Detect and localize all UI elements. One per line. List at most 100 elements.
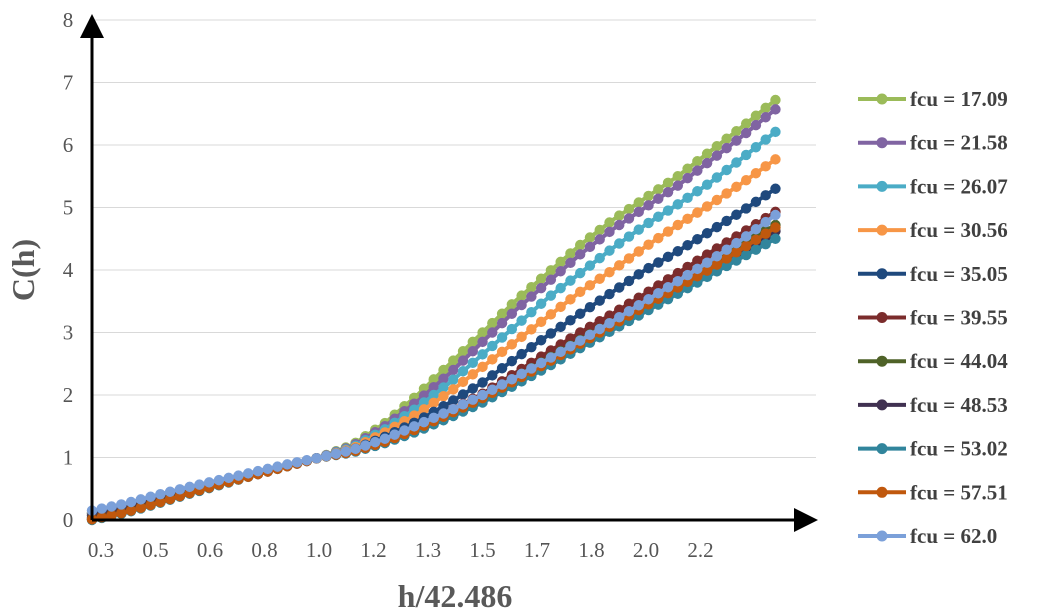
data-point <box>311 452 322 464</box>
data-point <box>731 255 742 266</box>
data-point <box>477 349 488 360</box>
data-point <box>174 484 186 495</box>
y-tick-label: 2 <box>63 383 74 407</box>
data-point <box>272 461 283 472</box>
legend-swatch-marker <box>876 137 888 149</box>
data-point <box>760 112 771 123</box>
data-point <box>701 249 713 260</box>
data-point <box>535 282 547 294</box>
data-point <box>467 369 478 380</box>
data-point <box>721 164 732 176</box>
data-point <box>740 240 752 252</box>
data-point <box>633 224 644 235</box>
legend-label: fcu = 21.58 <box>910 131 1008 155</box>
data-point <box>721 244 732 255</box>
legend-swatch-marker <box>876 486 888 498</box>
data-point <box>721 133 732 144</box>
data-point <box>545 352 557 363</box>
data-point <box>750 224 762 235</box>
data-point <box>448 364 459 376</box>
data-point <box>643 262 654 274</box>
data-point <box>184 481 195 493</box>
data-point <box>614 219 625 231</box>
data-point <box>692 263 703 275</box>
legend-label: fcu = 48.53 <box>910 393 1008 417</box>
data-point <box>731 209 742 220</box>
x-tick-label: 0.6 <box>197 538 223 562</box>
legend-label: fcu = 62.0 <box>910 524 997 548</box>
data-point <box>164 493 176 505</box>
legend-swatch-marker <box>876 180 888 192</box>
y-axis-title: C(h) <box>5 239 41 301</box>
y-tick-label: 0 <box>63 508 74 532</box>
data-point <box>740 127 752 139</box>
data-point <box>428 374 439 385</box>
data-point <box>487 327 498 338</box>
data-point <box>672 171 684 182</box>
data-point <box>545 274 557 285</box>
data-point <box>721 188 732 199</box>
x-tick-label: 1.0 <box>306 538 332 562</box>
series-11 <box>86 209 781 516</box>
legend-item: fcu = 26.07 <box>858 174 1008 198</box>
data-point <box>643 286 654 297</box>
data-point <box>574 286 586 298</box>
x-tick-label: 1.5 <box>469 538 495 562</box>
data-point <box>614 312 625 323</box>
data-point <box>604 226 615 238</box>
legend-swatch-marker <box>876 399 888 411</box>
data-point <box>106 501 117 512</box>
y-tick-label: 7 <box>63 71 74 95</box>
data-point <box>496 317 508 329</box>
gridlines <box>92 19 816 458</box>
series-line <box>91 98 777 515</box>
data-point <box>604 217 615 228</box>
data-point <box>457 346 469 357</box>
data-point <box>692 255 703 266</box>
data-point <box>194 479 205 490</box>
data-point <box>643 294 654 305</box>
data-point <box>701 201 713 212</box>
x-tick-label: 1.7 <box>524 538 550 562</box>
data-point <box>516 331 527 343</box>
data-point <box>428 389 439 401</box>
data-point <box>535 273 547 284</box>
data-point <box>750 119 762 131</box>
data-point <box>740 118 752 129</box>
data-point <box>682 192 693 204</box>
data-point <box>653 232 664 244</box>
data-point <box>682 172 693 184</box>
data-point <box>135 502 147 514</box>
data-point <box>701 148 713 159</box>
data-point <box>340 446 352 457</box>
data-point <box>516 290 527 301</box>
data-point <box>731 126 742 137</box>
data-point <box>438 391 449 402</box>
data-point <box>672 180 684 191</box>
data-point <box>672 199 684 210</box>
data-point <box>350 443 361 455</box>
data-point <box>614 210 625 221</box>
legend-swatch-marker <box>876 443 888 455</box>
series-2 <box>86 104 781 519</box>
data-point <box>96 503 107 514</box>
data-point <box>584 232 596 243</box>
data-point <box>692 207 703 218</box>
data-point <box>477 336 488 348</box>
data-point <box>604 245 615 256</box>
data-point <box>467 336 478 348</box>
data-point <box>750 196 762 208</box>
data-point <box>477 389 488 401</box>
data-point <box>203 477 215 488</box>
data-point <box>574 327 586 338</box>
data-point <box>487 384 498 395</box>
data-point <box>672 246 684 257</box>
x-tick-label: 0.8 <box>251 538 277 562</box>
data-point <box>711 141 723 152</box>
data-point <box>740 249 752 261</box>
data-point <box>770 222 781 233</box>
legend-label: fcu = 53.02 <box>910 437 1008 461</box>
data-point <box>213 474 225 486</box>
data-point <box>243 468 254 479</box>
